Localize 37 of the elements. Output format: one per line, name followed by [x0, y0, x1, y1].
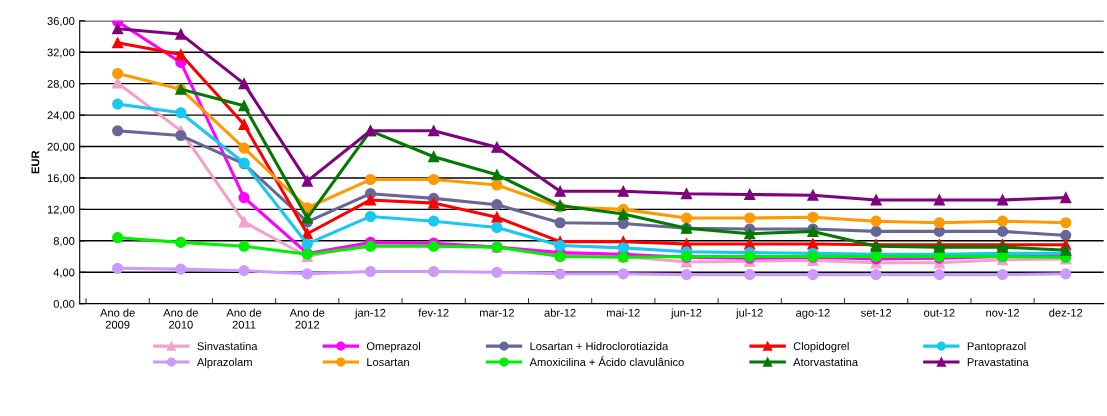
x-tick-label: Ano de 2011	[226, 308, 262, 329]
legend-label: Pravastatina	[967, 357, 1029, 367]
y-axis-title: EUR	[31, 150, 40, 174]
legend-label: Atorvastatina	[793, 357, 859, 367]
x-tick-label: mar-12	[480, 308, 514, 317]
x-tick-label: fev-12	[418, 308, 449, 317]
x-tick-label: mai-12	[607, 308, 640, 317]
x-tick-label: Ano de 2009	[100, 308, 135, 329]
y-tick-label: 16,00	[47, 174, 75, 184]
legend-label: Losartan + Hidroclorotiazida	[530, 341, 669, 351]
y-tick-label: 24,00	[47, 111, 75, 121]
y-tick-label: 32,00	[47, 48, 75, 58]
y-tick-label: 4,00	[53, 268, 75, 278]
y-tick-label: 0,00	[53, 299, 75, 310]
y-tick-label: 20,00	[47, 142, 75, 152]
x-tick-label: nov-12	[986, 308, 1019, 317]
x-tick-label: ago-12	[796, 308, 830, 319]
x-tick-label: jan-12	[354, 308, 386, 319]
y-tick-label: 28,00	[47, 79, 75, 90]
y-tick-label: 12,00	[47, 205, 75, 215]
legend-label: Amoxicilina + Ácido clavulânico	[529, 356, 684, 367]
y-tick-label: 8,00	[53, 237, 75, 247]
x-tick-label: jun-12	[670, 308, 702, 319]
legend-label: Sinvastatina	[197, 341, 258, 351]
legend-label: Pantoprazol	[967, 341, 1026, 353]
x-tick-label: jul-12	[735, 308, 763, 319]
legend-label: Losartan	[367, 358, 409, 367]
x-tick-label: out-12	[924, 308, 955, 317]
x-tick-label: Ano de 2012	[289, 308, 325, 329]
legend-label: Alprazolam	[196, 357, 252, 369]
legend-label: Clopidogrel	[793, 341, 849, 353]
x-tick-label: dez-12	[1049, 308, 1083, 317]
legend-label: Omeprazol	[366, 341, 420, 353]
x-tick-label: set-12	[861, 308, 892, 317]
y-tick-label: 36,00	[47, 17, 75, 27]
x-tick-label: Ano de 2010	[163, 308, 198, 329]
x-tick-label: abr-12	[544, 308, 576, 317]
